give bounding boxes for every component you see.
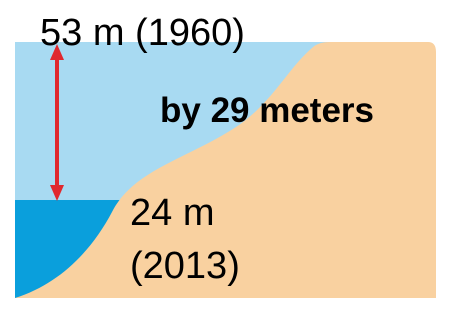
difference-label: by 29 meters: [160, 91, 374, 130]
top-label: 53 m (1960): [40, 12, 245, 54]
bottom-label: 24 m: [130, 192, 214, 234]
bottom-label: (2013): [130, 245, 240, 287]
diagram: 53 m (1960) by 29 meters 24 m (2013): [0, 0, 454, 315]
page: 53 m (1960) by 29 meters 24 m (2013) (()…: [0, 0, 454, 315]
